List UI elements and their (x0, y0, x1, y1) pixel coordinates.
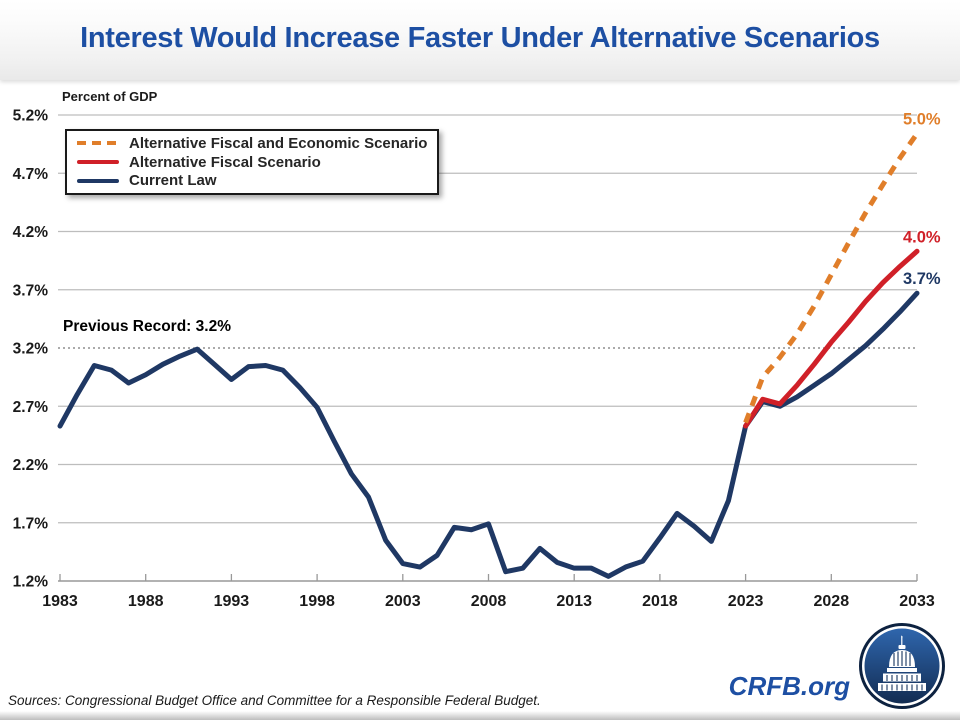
solid-line-swatch (77, 178, 119, 183)
legend-label: Alternative Fiscal and Economic Scenario (129, 134, 428, 152)
bottom-gradient-band (0, 711, 960, 720)
x-tick-label: 2028 (814, 593, 850, 610)
capitol-dome-icon (859, 623, 945, 709)
series-line-alternative-fiscal-and-economic-scenario (743, 132, 920, 424)
x-tick-label: 1998 (299, 593, 335, 610)
chart-legend: Alternative Fiscal and Economic Scenario… (65, 129, 439, 195)
sources-note: Sources: Congressional Budget Office and… (8, 693, 541, 708)
x-tick-label: 2033 (899, 593, 935, 610)
end-value-label-alternative-fiscal-and-economic-scenario: 5.0% (903, 111, 941, 129)
legend-item-current-law: Current Law (75, 172, 429, 189)
x-tick-label: 2008 (471, 593, 507, 610)
crfb-capitol-logo (859, 623, 945, 709)
legend-item-alt-fiscal-economic: Alternative Fiscal and Economic Scenario (75, 135, 429, 152)
previous-record-annotation: Previous Record: 3.2% (63, 318, 231, 335)
y-tick-label: 3.2% (13, 341, 49, 358)
x-tick-label: 2013 (556, 593, 592, 610)
page-title: Interest Would Increase Faster Under Alt… (80, 22, 880, 54)
x-tick-label: 1988 (128, 593, 164, 610)
y-tick-label: 1.7% (13, 515, 49, 532)
y-tick-label: 3.7% (13, 282, 49, 299)
y-tick-label: 2.2% (13, 457, 49, 474)
x-tick-label: 2023 (728, 593, 764, 610)
y-tick-label: 4.2% (13, 224, 49, 241)
legend-label: Current Law (129, 172, 217, 190)
x-tick-label: 2003 (385, 593, 421, 610)
title-band (0, 0, 960, 80)
end-value-label-alternative-fiscal-scenario: 4.0% (903, 228, 941, 246)
x-tick-label: 1993 (214, 593, 250, 610)
crfb-org-wordmark: CRFB.org (728, 671, 850, 701)
y-tick-label: 2.7% (13, 399, 49, 416)
legend-item-alt-fiscal: Alternative Fiscal Scenario (75, 154, 429, 171)
y-tick-label: 4.7% (13, 166, 49, 183)
solid-line-swatch (77, 160, 119, 164)
y-tick-label: 5.2% (13, 108, 49, 125)
series-line-alternative-fiscal-scenario (743, 248, 920, 429)
legend-label: Alternative Fiscal Scenario (129, 153, 321, 171)
y-tick-label: 1.2% (13, 574, 49, 591)
end-value-label-current-law: 3.7% (903, 270, 941, 288)
dashed-line-swatch (77, 141, 119, 146)
x-tick-label: 2018 (642, 593, 678, 610)
x-tick-label: 1983 (42, 593, 78, 610)
y-axis-unit-label: Percent of GDP (62, 89, 158, 104)
